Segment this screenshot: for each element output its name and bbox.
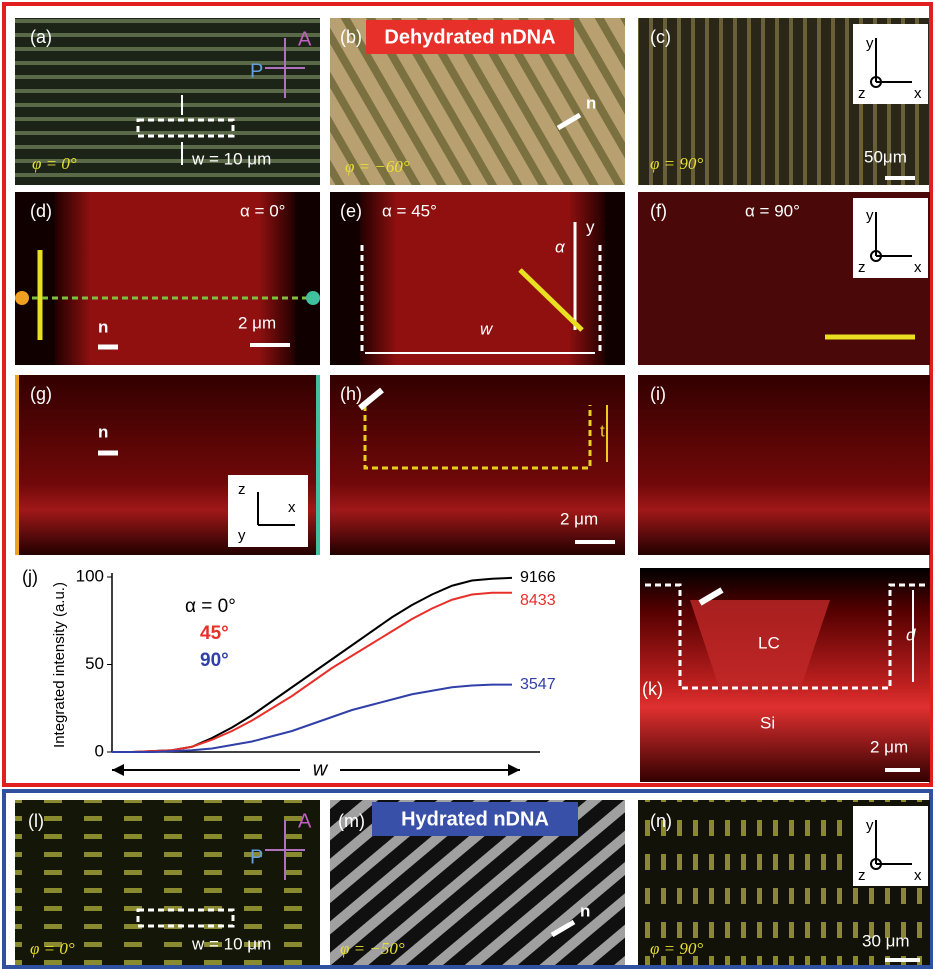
angle-symbol: α <box>555 237 566 256</box>
director: n <box>98 422 108 441</box>
polarizer: P <box>250 60 263 82</box>
scale-bar-label: 2 μm <box>560 509 598 528</box>
panel-label: (a) <box>30 27 52 47</box>
axis-y: y <box>238 527 246 544</box>
axis-y: y <box>866 817 874 834</box>
scale-bar <box>885 768 920 772</box>
director: n <box>580 901 590 920</box>
analyzer: A <box>298 810 312 832</box>
scale-bar <box>575 540 615 544</box>
panel-label: (n) <box>650 811 672 831</box>
y-tick-label: 50 <box>85 654 104 673</box>
director: n <box>586 93 596 112</box>
axis-x: x <box>914 85 922 102</box>
header: Dehydrated nDNA <box>384 26 555 48</box>
axis-x: x <box>288 499 296 516</box>
marker <box>306 291 320 305</box>
figure: Dehydrated nDNA Hydrated nDNA (a) (b) (c… <box>0 0 935 969</box>
panel-label: (b) <box>340 27 362 47</box>
axis-z: z <box>858 259 866 276</box>
width-label: w = 10 μm <box>191 934 271 953</box>
legend-entry: α = 0° <box>185 596 236 617</box>
marker <box>15 291 29 305</box>
axis-x: x <box>914 259 922 276</box>
scale-bar <box>885 176 915 180</box>
analyzer: A <box>298 28 312 50</box>
legend-entry: 45° <box>200 623 229 644</box>
scale-bar <box>885 958 920 962</box>
panel-label: (j) <box>22 567 38 587</box>
panel-label: (c) <box>650 27 671 47</box>
panel-label: (f) <box>650 201 667 221</box>
header: Hydrated nDNA <box>401 808 549 830</box>
angle: φ = −60° <box>345 157 410 176</box>
panel-label: (i) <box>650 384 666 404</box>
y-axis-label: Integrated intensity (a.u.) <box>51 582 68 748</box>
legend-entry: 90° <box>200 650 229 671</box>
scale-bar-label: 2 μm <box>238 313 276 332</box>
chart-j: (j) Integrated intensity (a.u.) w 0 50 100… <box>22 566 556 782</box>
angle: φ = 0° <box>32 154 77 173</box>
width-label: w <box>480 319 494 338</box>
axis-y: y <box>586 217 595 236</box>
axis-z: z <box>858 85 866 102</box>
series-line <box>112 685 512 752</box>
panel-label: (g) <box>30 384 52 404</box>
series-line <box>112 578 512 752</box>
y-tick-label: 0 <box>95 741 104 760</box>
angle: φ = 90° <box>650 154 703 173</box>
thickness-label: t <box>600 421 605 440</box>
y-tick-label: 100 <box>76 566 104 585</box>
panel-label: (l) <box>28 811 44 831</box>
angle: α = 45° <box>382 201 437 220</box>
width-label: w = 10 μm <box>191 149 271 168</box>
axis-z: z <box>238 481 246 498</box>
director: n <box>98 317 108 336</box>
angle: φ = 0° <box>30 939 75 958</box>
angle: α = 0° <box>240 201 285 220</box>
scale-bar-label: 2 μm <box>870 737 908 756</box>
scale-bar-label: 30 μm <box>862 931 910 950</box>
axis-z: z <box>858 867 866 884</box>
region-label: Si <box>760 713 775 732</box>
panel-label: (d) <box>30 201 52 221</box>
axis-y: y <box>866 35 874 52</box>
axis-x: x <box>914 867 922 884</box>
panel-label: (h) <box>340 384 362 404</box>
end-label: 9166 <box>520 569 556 586</box>
panel-label: (k) <box>642 679 663 699</box>
edge <box>316 375 320 555</box>
x-axis-label: w <box>313 758 329 780</box>
depth-label: d <box>906 625 916 644</box>
end-label: 3547 <box>520 676 556 693</box>
scale-bar <box>250 343 290 347</box>
angle: φ = 90° <box>650 939 703 958</box>
panel-label: (e) <box>340 201 362 221</box>
axis-y: y <box>866 207 874 224</box>
edge <box>15 375 19 555</box>
image <box>638 375 930 555</box>
region-label: LC <box>758 633 780 652</box>
polarizer: P <box>250 846 263 868</box>
panel-label: (m) <box>338 811 365 831</box>
end-label: 8433 <box>520 592 556 609</box>
scale-bar-label: 50μm <box>864 147 907 166</box>
angle: φ = −50° <box>340 939 405 958</box>
angle: α = 90° <box>745 201 800 220</box>
